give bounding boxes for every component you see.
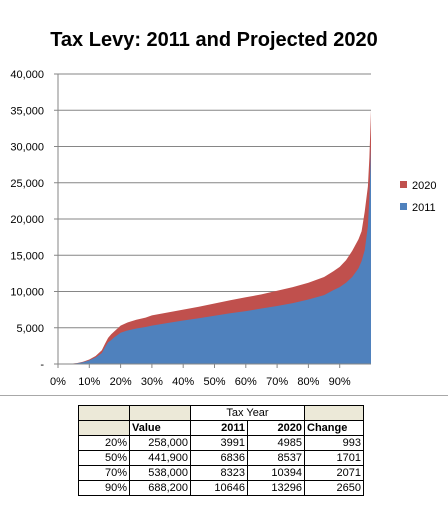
change-cell: 993 [304, 435, 364, 451]
percentile-cell: 70% [78, 465, 130, 481]
change-cell: 1701 [304, 450, 364, 466]
plot-areas [58, 110, 371, 364]
tax-year-header: Tax Year [190, 405, 305, 421]
y-tick-label: 15,000 [10, 250, 44, 262]
series-2011-area [58, 146, 371, 364]
value-cell: 688,200 [129, 480, 191, 496]
x-tick-label: 10% [78, 376, 100, 388]
y-tick-labels: - 5,000 10,000 15,000 20,000 25,000 30,000 35,0… [10, 69, 44, 371]
x-tick-label: 80% [297, 376, 319, 388]
y-tick-label: 40,000 [10, 69, 44, 81]
table-header-row-top: Tax Year [78, 405, 364, 421]
percentile-cell: 20% [78, 435, 130, 451]
legend-label-2011: 2011 [412, 202, 436, 214]
separator-line [0, 395, 448, 396]
change-cell: 2650 [304, 480, 364, 496]
legend-swatch-2020 [400, 181, 407, 188]
legend-label-2020: 2020 [412, 180, 436, 192]
y-tick-label: 20,000 [10, 214, 44, 226]
y-tick-label: 25,000 [10, 178, 44, 190]
year-2011-cell: 10646 [190, 480, 248, 496]
year-2020-cell: 13296 [247, 480, 305, 496]
year-2020-cell: 10394 [247, 465, 305, 481]
x-tick-label: 50% [203, 376, 225, 388]
year-2020-cell: 4985 [247, 435, 305, 451]
x-tick-label: 0% [50, 376, 66, 388]
x-tick-labels: 0% 10% 20% 30% 40% 50% 60% 70% 80% 90% [50, 376, 351, 388]
x-tick-label: 70% [266, 376, 288, 388]
chart-title: Tax Levy: 2011 and Projected 2020 [50, 29, 378, 51]
y-tick-label: 30,000 [10, 142, 44, 154]
x-tick-label: 90% [329, 376, 351, 388]
value-cell: 441,900 [129, 450, 191, 466]
table-row: 20% 258,000 3991 4985 993 [78, 435, 364, 451]
change-column-header: Change [304, 420, 364, 436]
series-2020-area [58, 110, 371, 364]
axes [54, 73, 371, 368]
empty-header-cell [129, 405, 191, 421]
y-tick-label: 10,000 [10, 287, 44, 299]
tax-levy-chart: Tax Levy: 2011 and Projected 2020 - 5,000… [10, 29, 436, 388]
year-2020-column-header: 2020 [247, 420, 305, 436]
y-tick-label: 35,000 [10, 105, 44, 117]
legend-swatch-2011 [400, 203, 407, 210]
empty-header-cell [78, 405, 130, 421]
y-tick-label: - [40, 359, 44, 371]
tax-year-table: Tax Year Value 2011 2020 Change 20% 258,… [78, 405, 364, 496]
change-cell: 2071 [304, 465, 364, 481]
value-cell: 538,000 [129, 465, 191, 481]
table-row: 70% 538,000 8323 10394 2071 [78, 465, 364, 481]
gridlines [58, 73, 371, 329]
value-cell: 258,000 [129, 435, 191, 451]
year-2020-cell: 8537 [247, 450, 305, 466]
legend: 2020 2011 [400, 180, 436, 214]
percentile-cell: 50% [78, 450, 130, 466]
empty-header-cell [78, 420, 130, 436]
year-2011-cell: 3991 [190, 435, 248, 451]
x-tick-label: 30% [141, 376, 163, 388]
year-2011-cell: 6836 [190, 450, 248, 466]
table-row: 90% 688,200 10646 13296 2650 [78, 480, 364, 496]
empty-header-cell [304, 405, 364, 421]
y-tick-label: 5,000 [16, 323, 44, 335]
table-header-row: Value 2011 2020 Change [78, 420, 364, 436]
x-tick-label: 60% [235, 376, 257, 388]
x-tick-label: 20% [110, 376, 132, 388]
value-column-header: Value [129, 420, 191, 436]
percentile-cell: 90% [78, 480, 130, 496]
year-2011-cell: 8323 [190, 465, 248, 481]
x-tick-label: 40% [172, 376, 194, 388]
year-2011-column-header: 2011 [190, 420, 248, 436]
table-row: 50% 441,900 6836 8537 1701 [78, 450, 364, 466]
